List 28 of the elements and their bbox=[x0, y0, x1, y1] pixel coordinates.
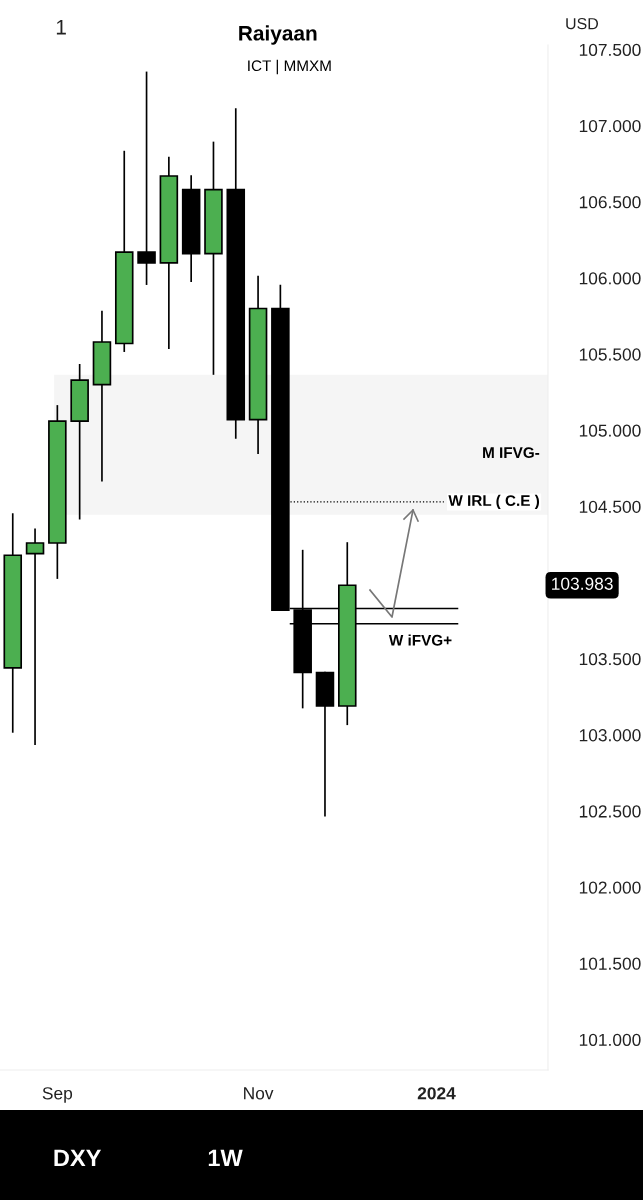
text: ICT | MMXM bbox=[248, 59, 331, 75]
ref-line-label: W iFVG+ bbox=[388, 634, 452, 646]
x-tick-label: Sep bbox=[42, 1087, 73, 1103]
band-label: M IFVG- bbox=[483, 447, 540, 459]
x-tick-label: Nov bbox=[244, 1087, 274, 1100]
text: DXY bbox=[54, 1149, 102, 1167]
y-tick-label: 103.500 bbox=[579, 652, 641, 666]
ref-line-label: W IRL ( C.E ) bbox=[448, 494, 540, 510]
text: 103.983 bbox=[552, 577, 613, 590]
text: 1 bbox=[56, 20, 66, 35]
chart-title: Raiyaan bbox=[239, 25, 317, 45]
y-tick-label: 101.500 bbox=[579, 957, 641, 970]
y-tick-label: 105.500 bbox=[579, 348, 641, 361]
y-tick-label: 104.500 bbox=[579, 500, 641, 513]
y-tick-label: 105.000 bbox=[579, 424, 641, 437]
y-tick-label: 102.000 bbox=[579, 881, 641, 894]
y-tick-label: 107.000 bbox=[579, 119, 641, 133]
y-tick-label: 107.500 bbox=[579, 43, 641, 57]
y-tick-label: 101.000 bbox=[579, 1033, 641, 1046]
y-tick-label: 106.500 bbox=[579, 196, 641, 209]
candlestick bbox=[137, 71, 156, 285]
text: 1W bbox=[208, 1149, 243, 1167]
y-tick-label: 106.000 bbox=[579, 272, 641, 285]
y-tick-label: 103.000 bbox=[579, 729, 641, 742]
candlestick bbox=[25, 528, 45, 745]
text: USD bbox=[566, 17, 599, 30]
y-tick-label: 102.500 bbox=[579, 805, 641, 818]
x-tick-label: 2024 bbox=[417, 1087, 456, 1100]
